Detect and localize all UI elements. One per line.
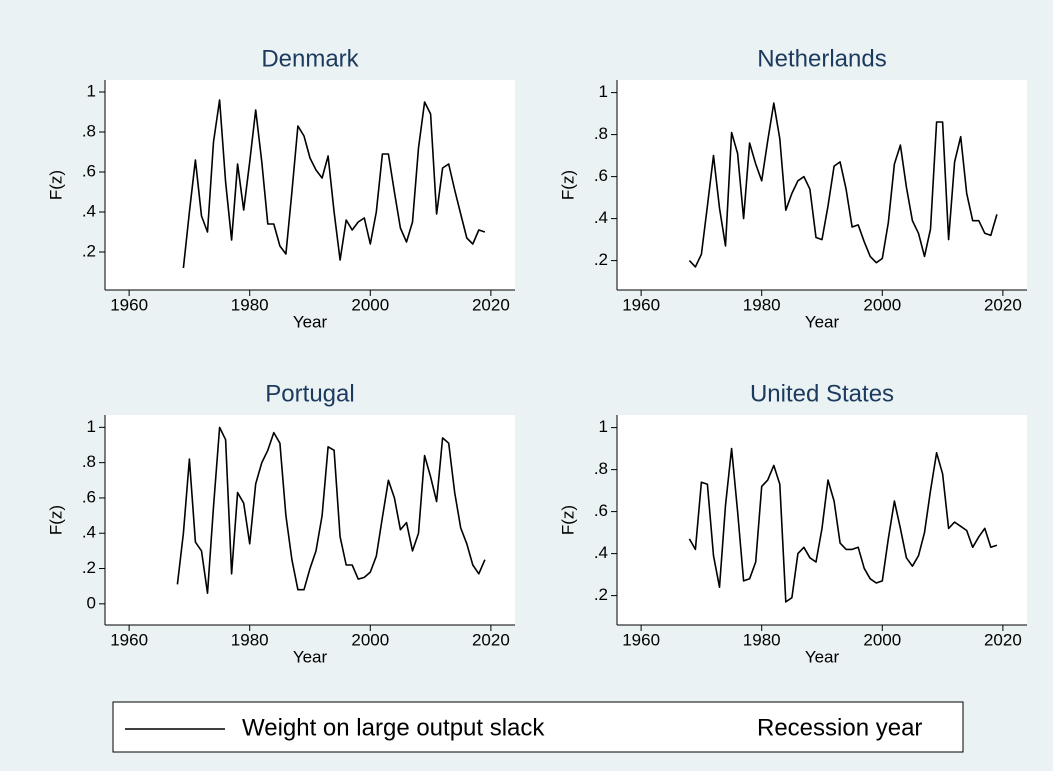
y-tick-label: .6 [82,161,96,180]
y-axis-label: F(z) [46,170,65,200]
x-axis-label: Year [293,647,328,666]
panel-title: Portugal [265,380,354,407]
data-line [182,99,486,269]
panel: Denmark .2 .4 .6 .8 1 1960 1980 2000 2020 Year F(z) [46,45,515,331]
x-tick-label: 2000 [351,295,389,314]
x-tick-label: 1960 [110,295,148,314]
panel: Portugal 0 .2 .4 .6 .8 1 1960 1980 2000 2020 Year F(… [46,380,515,666]
y-tick-label: .2 [594,585,608,604]
y-tick-label: 1 [87,81,96,100]
y-tick-label: .8 [82,121,96,140]
y-tick-label: .2 [82,558,96,577]
y-tick-label: .4 [594,543,608,562]
y-axis-label: F(z) [46,505,65,535]
y-tick-label: .4 [594,208,608,227]
y-tick-label: 1 [599,82,608,101]
x-tick-label: 2020 [984,295,1022,314]
x-axis-label: Year [805,647,840,666]
plot-area [617,80,1027,290]
x-tick-label: 2000 [351,630,389,649]
y-tick-label: 1 [87,417,96,436]
y-tick-label: .8 [594,459,608,478]
panel-title: Netherlands [757,45,886,72]
x-tick-label: 1980 [231,630,269,649]
legend-box [112,701,964,753]
panel: Netherlands .2 .4 .6 .8 1 1960 1980 2000 2020 Year… [558,45,1027,331]
plot-area [617,415,1027,625]
y-axis-label: F(z) [558,505,577,535]
x-tick-label: 1960 [622,295,660,314]
y-tick-label: .6 [594,501,608,520]
y-tick-label: .2 [594,250,608,269]
panel-title: Denmark [261,45,359,72]
legend-label: Recession year [757,714,922,741]
plot-area [105,80,515,290]
y-tick-label: 0 [87,593,96,612]
y-tick-label: .8 [82,452,96,471]
data-line [688,102,998,268]
x-tick-label: 1960 [110,630,148,649]
data-line [176,426,486,595]
y-tick-label: .2 [82,241,96,260]
y-tick-label: .4 [82,201,96,220]
y-tick-label: .8 [594,124,608,143]
x-tick-label: 1960 [622,630,660,649]
legend-label: Weight on large output slack [242,714,545,741]
x-tick-label: 1980 [743,630,781,649]
data-line [688,447,998,603]
y-tick-label: 1 [599,417,608,436]
x-tick-label: 2020 [984,630,1022,649]
panel-title: United States [750,380,894,407]
x-axis-label: Year [805,312,840,331]
x-tick-label: 2020 [472,295,510,314]
x-tick-label: 1980 [231,295,269,314]
plot-area [105,415,515,625]
x-tick-label: 2020 [472,630,510,649]
y-tick-label: .4 [82,523,96,542]
y-axis-label: F(z) [558,170,577,200]
y-tick-label: .6 [82,487,96,506]
y-tick-label: .6 [594,166,608,185]
x-tick-label: 2000 [863,630,901,649]
x-tick-label: 1980 [743,295,781,314]
x-axis-label: Year [293,312,328,331]
panel: United States .2 .4 .6 .8 1 1960 1980 2000 2020 Ye… [558,380,1027,666]
x-tick-label: 2000 [863,295,901,314]
